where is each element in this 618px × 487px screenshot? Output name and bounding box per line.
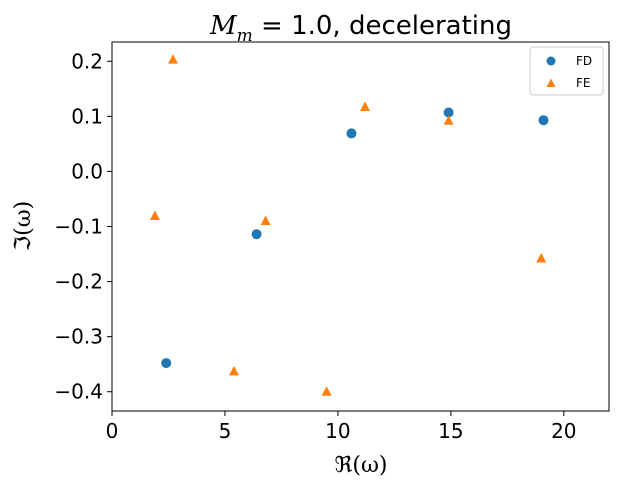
data-point-fe (443, 115, 454, 125)
x-axis-ticks: 0 5 10 15 20 (106, 411, 577, 443)
y-tick-label: −0.3 (54, 325, 103, 349)
data-point-fe (149, 210, 160, 221)
title-subscript: m (237, 26, 253, 46)
x-tick-label: 10 (325, 419, 350, 443)
y-axis-ticks: −0.4 −0.3 −0.2 −0.1 0.0 0.1 0.2 (54, 49, 112, 404)
y-tick-label: 0.2 (71, 49, 103, 73)
x-tick-label: 15 (438, 419, 463, 443)
data-point-fd (538, 115, 549, 126)
y-tick-label: −0.2 (54, 270, 103, 294)
legend-label-fe: FE (576, 76, 590, 90)
x-tick-label: 5 (219, 419, 232, 443)
y-tick-label: −0.1 (54, 215, 103, 239)
legend-marker-fe (546, 78, 556, 87)
plot-area (112, 42, 609, 411)
data-point-fe (167, 54, 178, 64)
y-tick-label: 0.0 (71, 159, 103, 183)
data-point-fe (536, 252, 547, 263)
x-tick-label: 20 (551, 419, 576, 443)
y-tick-label: 0.1 (71, 104, 103, 128)
data-point-fe (321, 386, 332, 396)
x-axis-label: ℜ(ω) (334, 453, 387, 478)
data-point-fe (228, 365, 239, 376)
legend: FD FE (529, 46, 604, 96)
title-rest: = 1.0, decelerating (253, 11, 512, 41)
title-variable: M (209, 11, 238, 41)
legend-label-fd: FD (576, 54, 592, 68)
data-marks (149, 54, 549, 396)
legend-marker-fd (546, 56, 556, 66)
y-axis-label: ℑ(ω) (11, 201, 36, 251)
data-point-fe (260, 215, 271, 225)
data-point-fd (161, 358, 172, 369)
data-point-fd (443, 107, 454, 118)
y-tick-label: −0.4 (54, 380, 103, 404)
data-point-fd (251, 229, 262, 240)
x-tick-label: 0 (106, 419, 119, 443)
chart-title: Mm = 1.0, decelerating (209, 11, 512, 46)
data-point-fe (360, 101, 371, 111)
data-point-fd (346, 128, 357, 139)
